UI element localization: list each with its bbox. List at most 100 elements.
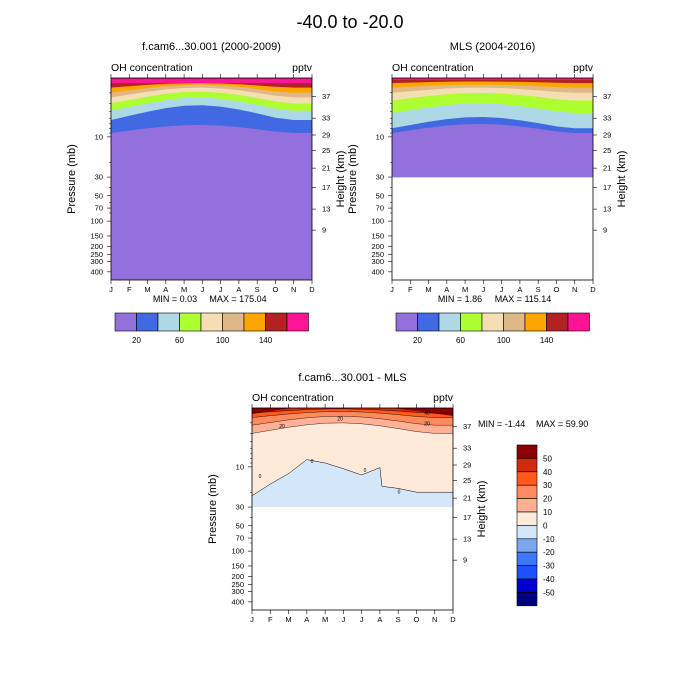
- x-tick-label: M: [285, 615, 291, 624]
- contour-label: 20: [424, 422, 430, 428]
- contour-line: [251, 415, 453, 426]
- colorbar-label: 20: [132, 336, 141, 345]
- height-tick-label: 33: [603, 114, 611, 123]
- height-tick-label: 29: [603, 131, 611, 140]
- y-axis-label: Pressure (mb): [347, 144, 359, 214]
- height-axis-label: Height (km): [476, 481, 488, 538]
- x-tick-label: A: [163, 285, 168, 294]
- colorbar-box: [503, 312, 526, 332]
- y-tick-label: 200: [90, 242, 103, 251]
- height-tick-label: 17: [463, 513, 471, 522]
- contour-line: [251, 459, 453, 496]
- colorbar-label: 40: [543, 468, 552, 477]
- height-tick-label: 37: [322, 92, 330, 101]
- colorbar-label: 100: [216, 336, 230, 345]
- x-tick-label: S: [396, 615, 401, 624]
- colorbar-box: [200, 312, 223, 332]
- colorbar-label: 20: [543, 495, 552, 504]
- colorbar-cam6: 20 60 100 140: [114, 312, 309, 345]
- x-tick-label: M: [322, 615, 328, 624]
- x-tick-label: M: [144, 285, 150, 294]
- x-tick-label: S: [255, 285, 260, 294]
- x-tick-label: M: [181, 285, 187, 294]
- colorbar-label: -50: [543, 588, 555, 597]
- min-text: MIN = 0.03: [153, 294, 197, 304]
- y-tick-label: 50: [376, 191, 384, 200]
- height-tick-label: 13: [463, 535, 471, 544]
- y-tick-label: 10: [236, 462, 244, 471]
- x-tick-label: N: [432, 615, 437, 624]
- right-string: pptv: [573, 62, 594, 74]
- y-tick-label: 70: [95, 204, 103, 213]
- colorbar-box: [516, 578, 538, 593]
- colorbar-label: -10: [543, 535, 555, 544]
- x-tick-label: S: [536, 285, 541, 294]
- colorbar-box: [286, 312, 309, 332]
- height-tick-label: 25: [463, 476, 471, 485]
- y-axis-label: Pressure (mb): [66, 144, 78, 214]
- y-tick-label: 400: [231, 597, 244, 606]
- colorbar-box: [516, 444, 538, 459]
- x-tick-label: J: [200, 285, 204, 294]
- contour-label: 0: [311, 459, 314, 465]
- colorbar-box: [516, 498, 538, 513]
- height-tick-label: 33: [463, 444, 471, 453]
- height-tick-label: 17: [322, 183, 330, 192]
- plot-frame: [391, 77, 594, 281]
- colorbar-label: 60: [456, 336, 465, 345]
- x-tick-label: O: [414, 615, 420, 624]
- colorbar-box: [460, 312, 483, 332]
- panel-title: f.cam6...30.001 - MLS: [298, 372, 406, 384]
- colorbar-box: [481, 312, 504, 332]
- colorbar-box: [516, 565, 538, 580]
- colorbar-box: [179, 312, 202, 332]
- y-tick-label: 100: [90, 217, 103, 226]
- y-tick-label: 150: [371, 231, 384, 240]
- height-tick-label: 25: [603, 146, 611, 155]
- height-tick-label: 29: [322, 131, 330, 140]
- right-string: pptv: [433, 392, 454, 404]
- fill-band: [392, 123, 593, 178]
- x-tick-label: J: [360, 615, 364, 624]
- x-tick-label: F: [408, 285, 413, 294]
- x-tick-label: A: [236, 285, 241, 294]
- x-tick-label: J: [341, 615, 345, 624]
- colorbar-box: [567, 312, 590, 332]
- left-string: OH concentration: [111, 62, 193, 74]
- y-tick-label: 200: [371, 242, 384, 251]
- contour-label: 20: [279, 424, 285, 430]
- y-tick-label: 300: [231, 587, 244, 596]
- fill-band: [111, 124, 312, 281]
- height-tick-label: 33: [322, 114, 330, 123]
- left-string: OH concentration: [392, 62, 474, 74]
- colorbar-label: 60: [175, 336, 184, 345]
- x-tick-label: A: [444, 285, 449, 294]
- x-tick-label: F: [127, 285, 132, 294]
- colorbar-label: 50: [543, 454, 552, 463]
- colorbar-box: [516, 592, 538, 607]
- colorbar-box: [157, 312, 180, 332]
- x-tick-label: D: [450, 615, 456, 624]
- contour-line: [251, 408, 453, 414]
- contour-label: 0: [398, 490, 401, 496]
- panel-title: MLS (2004-2016): [450, 41, 536, 53]
- contour-label: 0: [259, 474, 262, 480]
- y-tick-label: 70: [376, 204, 384, 213]
- colorbar-box: [243, 312, 266, 332]
- colorbar-mls: 20 60 100 140: [395, 312, 590, 345]
- height-tick-label: 37: [463, 422, 471, 431]
- height-tick-label: 21: [463, 494, 471, 503]
- panel-title: f.cam6...30.001 (2000-2009): [142, 41, 281, 53]
- x-tick-label: A: [304, 615, 309, 624]
- y-axis-label: Pressure (mb): [207, 474, 219, 544]
- colorbar-box: [516, 525, 538, 540]
- x-tick-label: A: [517, 285, 522, 294]
- plot-frame: [110, 77, 313, 281]
- colorbar-label: -40: [543, 575, 555, 584]
- y-tick-label: 50: [236, 521, 244, 530]
- colorbar-box: [417, 312, 440, 332]
- y-tick-label: 250: [231, 580, 244, 589]
- height-axis-label: Height (km): [616, 151, 628, 208]
- colorbar-box: [524, 312, 547, 332]
